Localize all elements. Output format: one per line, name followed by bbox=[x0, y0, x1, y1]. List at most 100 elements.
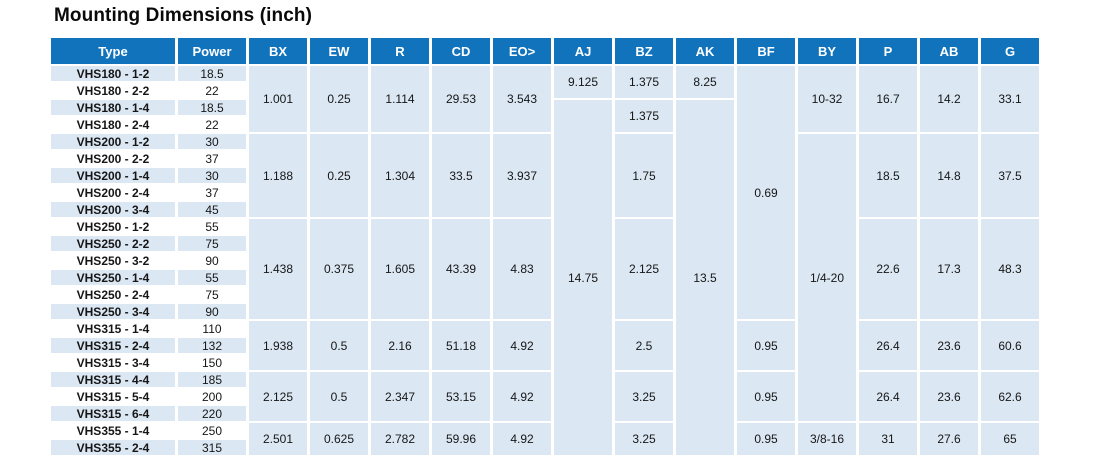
power-cell: 250 bbox=[178, 423, 246, 438]
table-row: VHS250 - 3-2 90 bbox=[51, 253, 1039, 268]
column-header-cd: CD bbox=[432, 38, 490, 64]
table-row: VHS315 - 6-4 220 bbox=[51, 406, 1039, 421]
type-cell: VHS250 - 2-4 bbox=[51, 287, 175, 302]
value-cell-r: 1.605 bbox=[371, 219, 429, 319]
value-cell-eo: 4.83 bbox=[493, 219, 551, 319]
power-cell: 22 bbox=[178, 83, 246, 98]
value-cell-r: 2.16 bbox=[371, 321, 429, 370]
value-cell-bz: 2.5 bbox=[615, 321, 673, 370]
column-header-by: BY bbox=[798, 38, 856, 64]
value-cell-bx: 1.438 bbox=[249, 219, 307, 319]
value-cell-eo: 4.92 bbox=[493, 321, 551, 370]
power-cell: 110 bbox=[178, 321, 246, 336]
value-cell-g: 62.6 bbox=[981, 372, 1039, 421]
value-cell-cd: 53.15 bbox=[432, 372, 490, 421]
table-row: VHS180 - 2-4 22 bbox=[51, 117, 1039, 132]
power-cell: 45 bbox=[178, 202, 246, 217]
value-cell-ab: 27.6 bbox=[920, 423, 978, 455]
type-cell: VHS250 - 3-4 bbox=[51, 304, 175, 319]
value-cell-p: 22.6 bbox=[859, 219, 917, 319]
power-cell: 132 bbox=[178, 338, 246, 353]
table-row: VHS315 - 2-4 132 bbox=[51, 338, 1039, 353]
power-cell: 55 bbox=[178, 219, 246, 234]
table-row: VHS200 - 2-4 37 bbox=[51, 185, 1039, 200]
value-cell-bf: 0.95 bbox=[737, 423, 795, 455]
value-cell-g: 33.1 bbox=[981, 66, 1039, 132]
value-cell-g: 37.5 bbox=[981, 134, 1039, 217]
value-cell-bf: 0.95 bbox=[737, 372, 795, 421]
table-row: VHS315 - 4-4 185 2.125 0.5 2.347 53.15 4.92 3.2… bbox=[51, 372, 1039, 421]
power-cell: 200 bbox=[178, 389, 246, 404]
column-header-bf: BF bbox=[737, 38, 795, 64]
power-cell: 220 bbox=[178, 406, 246, 421]
type-cell: VHS315 - 1-4 bbox=[51, 321, 175, 336]
value-cell-bx: 1.001 bbox=[249, 66, 307, 132]
type-cell: VHS315 - 4-4 bbox=[51, 372, 175, 387]
value-cell-ak: 8.25 bbox=[676, 66, 734, 98]
value-cell-ew: 0.625 bbox=[310, 423, 368, 455]
value-cell-ew: 0.25 bbox=[310, 134, 368, 217]
table-row: VHS315 - 5-4 200 bbox=[51, 389, 1039, 404]
value-cell-p: 26.4 bbox=[859, 321, 917, 370]
value-cell-eo: 4.92 bbox=[493, 372, 551, 421]
power-cell: 90 bbox=[178, 253, 246, 268]
table-row: VHS250 - 2-2 75 bbox=[51, 236, 1039, 251]
type-cell: VHS250 - 2-2 bbox=[51, 236, 175, 251]
type-cell: VHS355 - 1-4 bbox=[51, 423, 175, 438]
value-cell-cd: 51.18 bbox=[432, 321, 490, 370]
type-cell: VHS180 - 1-2 bbox=[51, 66, 175, 81]
table-row: VHS355 - 1-4 250 2.501 0.625 2.782 59.96 4.92 3… bbox=[51, 423, 1039, 455]
type-cell: VHS180 - 2-4 bbox=[51, 117, 175, 132]
value-cell-bz: 3.25 bbox=[615, 372, 673, 421]
value-cell-p: 26.4 bbox=[859, 372, 917, 421]
column-header-type: Type bbox=[51, 38, 175, 64]
type-cell: VHS200 - 1-2 bbox=[51, 134, 175, 149]
value-cell-ab: 23.6 bbox=[920, 321, 978, 370]
value-cell-eo: 4.92 bbox=[493, 423, 551, 455]
power-cell: 315 bbox=[178, 440, 246, 455]
type-cell: VHS180 - 1-4 bbox=[51, 100, 175, 115]
power-cell: 185 bbox=[178, 372, 246, 387]
value-cell-p: 31 bbox=[859, 423, 917, 455]
type-cell: VHS355 - 2-4 bbox=[51, 440, 175, 455]
table-row: VHS200 - 1-4 30 bbox=[51, 168, 1039, 183]
power-cell: 75 bbox=[178, 287, 246, 302]
power-cell: 75 bbox=[178, 236, 246, 251]
type-cell: VHS200 - 2-4 bbox=[51, 185, 175, 200]
column-header-bx: BX bbox=[249, 38, 307, 64]
header-row: Type Power BX EW R CD EO> AJ BZ AK BF BY P AB G bbox=[51, 38, 1039, 64]
value-cell-cd: 59.96 bbox=[432, 423, 490, 455]
table-row: VHS355 - 2-4 315 bbox=[51, 440, 1039, 455]
value-cell-g: 48.3 bbox=[981, 219, 1039, 319]
value-cell-ak: 13.5 bbox=[676, 100, 734, 455]
type-cell: VHS250 - 3-2 bbox=[51, 253, 175, 268]
value-cell-bz: 1.375 bbox=[615, 66, 673, 98]
type-cell: VHS315 - 5-4 bbox=[51, 389, 175, 404]
table-row: VHS180 - 1-4 18.5 14.75 1.375 13.5 bbox=[51, 100, 1039, 455]
value-cell-ab: 14.8 bbox=[920, 134, 978, 217]
mounting-dimensions-table: Type Power BX EW R CD EO> AJ BZ AK BF BY P AB G VHS180… bbox=[48, 36, 1042, 457]
table-row: VHS200 - 1-2 30 1.188 0.25 1.304 33.5 3.937 1.7… bbox=[51, 134, 1039, 421]
value-cell-ab: 17.3 bbox=[920, 219, 978, 319]
type-cell: VHS250 - 1-4 bbox=[51, 270, 175, 285]
value-cell-ew: 0.5 bbox=[310, 372, 368, 421]
power-cell: 37 bbox=[178, 185, 246, 200]
column-header-g: G bbox=[981, 38, 1039, 64]
table-row: VHS250 - 1-2 55 1.438 0.375 1.605 43.39 4.83 2.… bbox=[51, 219, 1039, 319]
table-row: VHS315 - 3-4 150 bbox=[51, 355, 1039, 370]
power-cell: 22 bbox=[178, 117, 246, 132]
column-header-eo: EO> bbox=[493, 38, 551, 64]
column-header-ew: EW bbox=[310, 38, 368, 64]
column-header-power: Power bbox=[178, 38, 246, 64]
value-cell-r: 1.114 bbox=[371, 66, 429, 132]
power-cell: 150 bbox=[178, 355, 246, 370]
value-cell-ew: 0.25 bbox=[310, 66, 368, 132]
power-cell: 55 bbox=[178, 270, 246, 285]
power-cell: 30 bbox=[178, 168, 246, 183]
value-cell-eo: 3.543 bbox=[493, 66, 551, 132]
column-header-ak: AK bbox=[676, 38, 734, 64]
value-cell-by: 3/8-16 bbox=[798, 423, 856, 455]
value-cell-g: 65 bbox=[981, 423, 1039, 455]
type-cell: VHS315 - 2-4 bbox=[51, 338, 175, 353]
